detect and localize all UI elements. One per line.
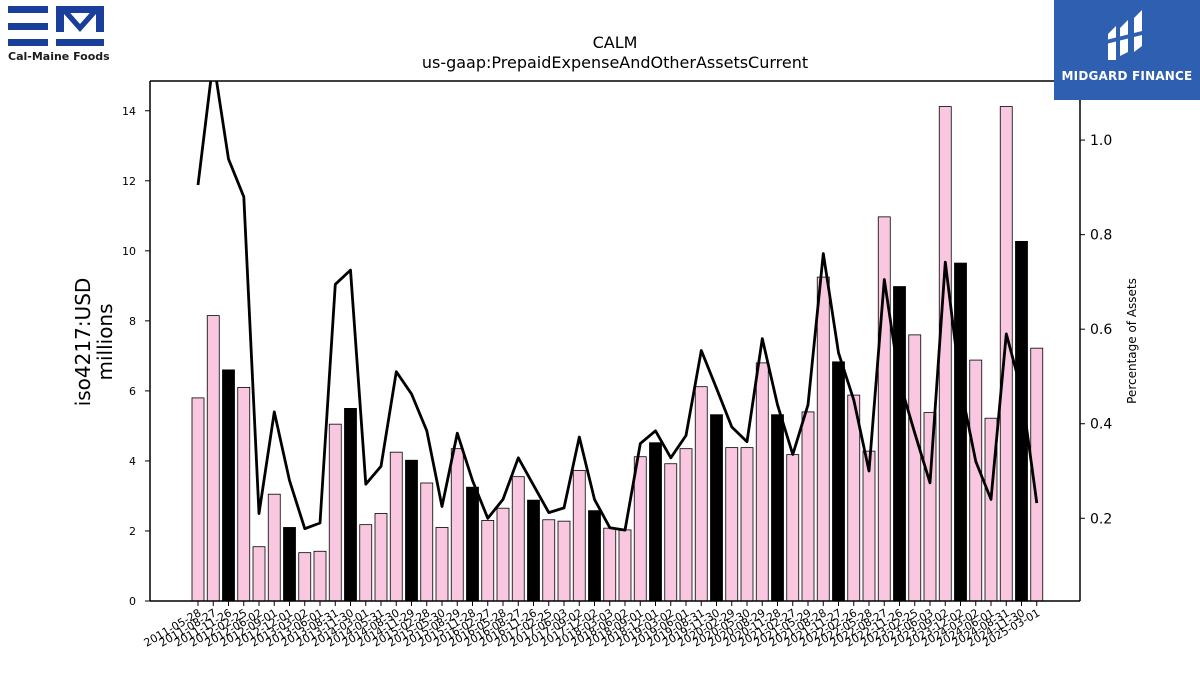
quarter-bar bbox=[786, 454, 800, 602]
annual-bar bbox=[466, 486, 479, 602]
quarter-bar bbox=[359, 524, 373, 602]
y-axis-label: iso4217:USDmillions bbox=[71, 278, 117, 407]
quarter-bar bbox=[420, 482, 434, 602]
quarter-bar bbox=[511, 476, 525, 602]
y-tick-label: 14 bbox=[122, 105, 136, 118]
quarter-bar bbox=[679, 448, 693, 602]
annual-bar bbox=[893, 286, 906, 602]
quarter-bar bbox=[694, 386, 708, 602]
chart-subtitle: us-gaap:PrepaidExpenseAndOtherAssetsCurr… bbox=[422, 53, 808, 72]
annual-bar bbox=[649, 442, 662, 602]
chart-title: CALM bbox=[593, 33, 638, 52]
quarter-bar bbox=[328, 423, 342, 602]
y-tick-label: 12 bbox=[122, 175, 136, 188]
y2-tick-label: 0.4 bbox=[1090, 417, 1112, 433]
quarter-bar bbox=[908, 334, 922, 602]
annual-bar bbox=[710, 414, 723, 602]
quarter-bar bbox=[633, 456, 647, 602]
y2-tick-label: 0.6 bbox=[1090, 322, 1112, 338]
y-tick-label: 0 bbox=[129, 595, 136, 608]
quarter-bar bbox=[725, 447, 739, 602]
quarter-bar bbox=[496, 507, 510, 602]
quarter-bar bbox=[252, 546, 266, 602]
percentage-line-series bbox=[196, 81, 1039, 532]
quarter-bar bbox=[313, 550, 327, 602]
quarter-bar bbox=[603, 527, 617, 602]
quarter-bar bbox=[664, 463, 678, 602]
quarter-bar bbox=[755, 362, 769, 602]
cal-maine-logo: Cal-Maine Foods bbox=[8, 6, 110, 64]
cal-maine-logo-mark bbox=[8, 6, 104, 46]
midgard-finance-logo: MIDGARD FINANCE bbox=[1054, 0, 1200, 100]
annual-bar bbox=[832, 361, 845, 602]
quarter-bar bbox=[206, 315, 220, 602]
percentage-line bbox=[196, 81, 1039, 532]
y-tick-label: 4 bbox=[129, 455, 136, 468]
annual-bar bbox=[527, 499, 540, 602]
annual-bar bbox=[954, 262, 967, 602]
y-tick-label: 8 bbox=[129, 315, 136, 328]
quarter-bar bbox=[542, 519, 556, 602]
annual-bar bbox=[344, 408, 357, 602]
annual-bar bbox=[283, 527, 296, 602]
quarter-bar bbox=[572, 469, 586, 602]
annual-bar bbox=[771, 414, 784, 602]
quarter-bar bbox=[969, 359, 983, 602]
quarter-bar bbox=[389, 451, 403, 602]
y-tick-label: 10 bbox=[122, 245, 136, 258]
quarter-bar bbox=[237, 386, 251, 602]
axes: 024681012140.20.40.60.81.02011-05-282011… bbox=[122, 80, 1112, 650]
quarter-bar bbox=[267, 493, 281, 602]
quarter-bar bbox=[191, 397, 205, 602]
quarter-bar bbox=[938, 106, 952, 602]
annual-bar bbox=[222, 369, 235, 602]
quarter-bar bbox=[557, 520, 571, 602]
y2-axis-label: Percentage of Assets bbox=[1125, 278, 1139, 404]
quarter-bar bbox=[862, 450, 876, 602]
quarter-bar bbox=[816, 276, 830, 602]
y2-tick-label: 1.0 bbox=[1090, 133, 1112, 149]
y2-tick-label: 0.8 bbox=[1090, 228, 1112, 244]
y-tick-label: 2 bbox=[129, 525, 136, 538]
annual-bar bbox=[588, 510, 601, 602]
quarter-bar bbox=[618, 529, 632, 602]
quarter-bar bbox=[877, 216, 891, 602]
quarter-bar bbox=[298, 552, 312, 602]
y-tick-label: 6 bbox=[129, 385, 136, 398]
midgard-logo-text: MIDGARD FINANCE bbox=[1061, 69, 1193, 83]
quarter-bar bbox=[374, 513, 388, 602]
quarter-bar bbox=[801, 411, 815, 602]
cal-maine-logo-text: Cal-Maine Foods bbox=[8, 50, 110, 63]
quarter-bar bbox=[450, 448, 464, 602]
quarter-bar bbox=[740, 447, 754, 602]
y2-tick-label: 0.2 bbox=[1090, 511, 1112, 527]
quarter-bar bbox=[435, 527, 449, 602]
midgard-logo-mark bbox=[1106, 10, 1146, 60]
bar-series bbox=[191, 106, 1044, 602]
annual-bar bbox=[405, 459, 418, 602]
quarter-bar bbox=[481, 520, 495, 602]
